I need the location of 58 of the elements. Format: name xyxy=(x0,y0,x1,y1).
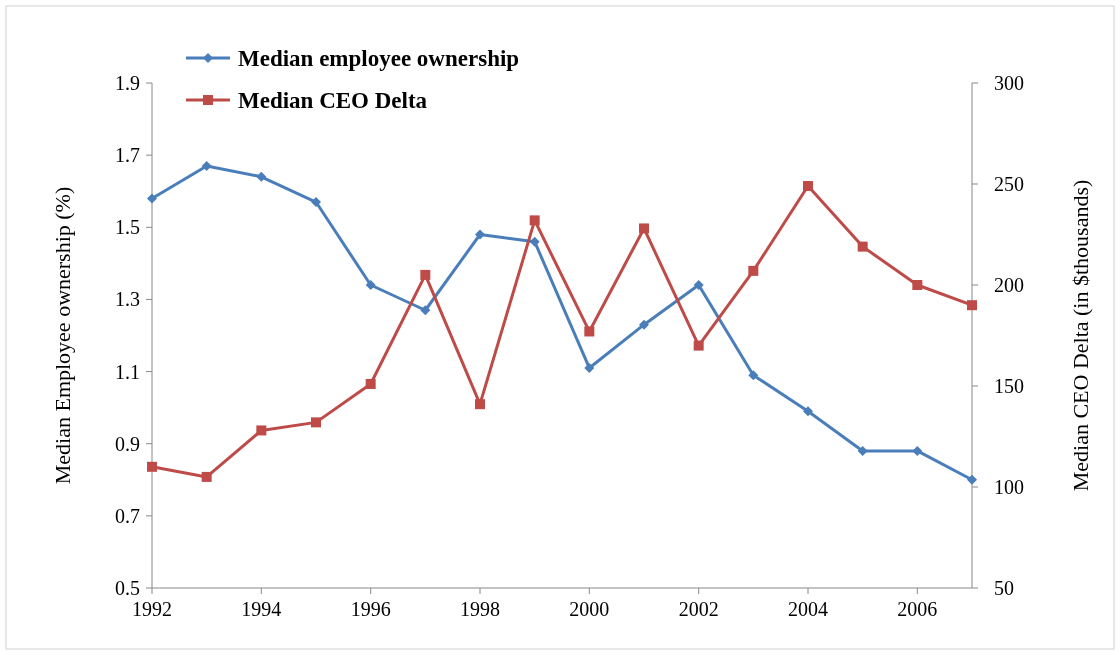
point xyxy=(201,160,212,171)
point xyxy=(693,280,704,290)
y-axis-title: Median Employee ownership (%) xyxy=(50,186,75,485)
x-tick-label: 1996 xyxy=(350,598,391,620)
x-tick-label: 2000 xyxy=(569,598,610,620)
point xyxy=(147,193,157,204)
y2-tick-label: 50 xyxy=(994,577,1014,599)
point xyxy=(147,461,157,472)
x-tick-label: 2002 xyxy=(678,598,719,620)
y2-tick-label: 300 xyxy=(994,72,1024,94)
legend-label: Median employee ownership xyxy=(238,46,520,72)
point xyxy=(529,236,540,247)
point xyxy=(967,474,977,485)
point xyxy=(748,370,759,381)
y-tick-label: 1.3 xyxy=(115,288,140,311)
y-tick-label: 1.5 xyxy=(115,216,140,239)
point xyxy=(857,445,868,456)
x-tick-label: 1994 xyxy=(241,598,282,620)
point xyxy=(201,471,212,482)
y-tick-label: 1.1 xyxy=(115,360,140,383)
y-tick-label: 0.5 xyxy=(115,577,140,599)
x-tick-label: 1998 xyxy=(460,598,500,620)
point xyxy=(912,280,923,290)
point xyxy=(803,406,813,417)
point xyxy=(256,171,267,182)
point xyxy=(967,300,977,311)
point xyxy=(311,417,321,428)
point xyxy=(529,215,540,226)
point xyxy=(420,305,431,316)
x-tick-label: 1992 xyxy=(132,598,172,620)
point xyxy=(365,378,376,389)
point xyxy=(857,241,868,252)
point xyxy=(475,229,485,240)
x-tick-label: 2006 xyxy=(897,598,938,620)
point xyxy=(475,399,485,410)
y2-tick-label: 150 xyxy=(994,375,1024,397)
y2-tick-label: 250 xyxy=(994,173,1024,195)
point xyxy=(311,197,321,208)
x-tick-label: 2004 xyxy=(788,598,828,620)
y2-tick-label: 100 xyxy=(994,476,1024,498)
point xyxy=(912,445,923,456)
y2-axis-title: Median CEO Delta (in $thousands) xyxy=(1068,179,1093,492)
legend-label: Median CEO Delta xyxy=(238,88,428,114)
y2-tick-label: 200 xyxy=(994,274,1024,296)
point xyxy=(256,425,267,436)
y-tick-label: 0.9 xyxy=(115,432,140,455)
point xyxy=(365,280,376,290)
point xyxy=(584,362,595,373)
point xyxy=(803,181,813,192)
y-tick-label: 0.7 xyxy=(115,504,140,527)
point xyxy=(639,319,649,330)
point xyxy=(639,223,649,234)
point xyxy=(420,269,431,280)
point xyxy=(584,326,595,337)
y-tick-label: 1.7 xyxy=(115,144,140,167)
point xyxy=(693,340,704,351)
point xyxy=(748,265,759,276)
y-tick-label: 1.9 xyxy=(115,72,140,94)
